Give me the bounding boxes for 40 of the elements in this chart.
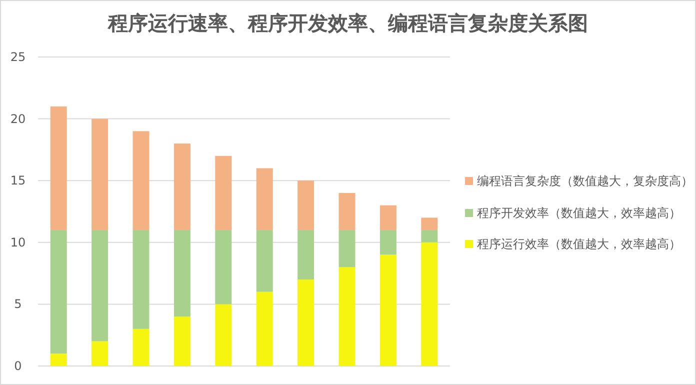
y-tick-label: 25 <box>10 50 26 64</box>
bar <box>174 316 190 366</box>
bar <box>174 230 190 317</box>
bar <box>50 230 67 354</box>
chart-title: 程序运行速率、程序开发效率、编程语言复杂度关系图 <box>107 11 588 35</box>
legend-label: 程序开发效率（数值越大，效率越高） <box>477 206 681 220</box>
bar <box>92 118 108 230</box>
bar <box>256 292 273 366</box>
bar <box>256 230 273 292</box>
bar <box>132 230 150 329</box>
bar <box>380 230 396 255</box>
y-tick-label: 0 <box>14 359 22 373</box>
bar <box>338 192 356 230</box>
bar <box>215 230 232 304</box>
bar <box>132 131 150 230</box>
bar <box>380 254 396 366</box>
bar <box>50 354 67 366</box>
bar <box>338 230 356 268</box>
bar <box>338 267 356 366</box>
bar <box>92 341 108 366</box>
bar <box>421 242 438 366</box>
legend-label: 编程语言复杂度（数值越大，复杂度高） <box>477 174 693 188</box>
bar <box>298 279 314 366</box>
bar <box>215 156 232 230</box>
bar <box>298 180 314 230</box>
y-tick-label: 15 <box>10 174 26 188</box>
y-tick-label: 5 <box>14 297 22 312</box>
bar <box>421 230 438 242</box>
bar <box>256 168 273 230</box>
bar <box>50 106 67 230</box>
bar <box>421 218 438 230</box>
y-tick-label: 20 <box>10 112 26 126</box>
y-tick-label: 10 <box>10 235 26 250</box>
bar <box>174 144 190 230</box>
bar <box>92 230 108 342</box>
bar <box>132 328 150 366</box>
bar <box>215 304 232 366</box>
bar <box>380 205 396 230</box>
bar <box>298 230 314 280</box>
legend-label: 程序运行效率（数值越大，效率越高） <box>477 237 681 251</box>
